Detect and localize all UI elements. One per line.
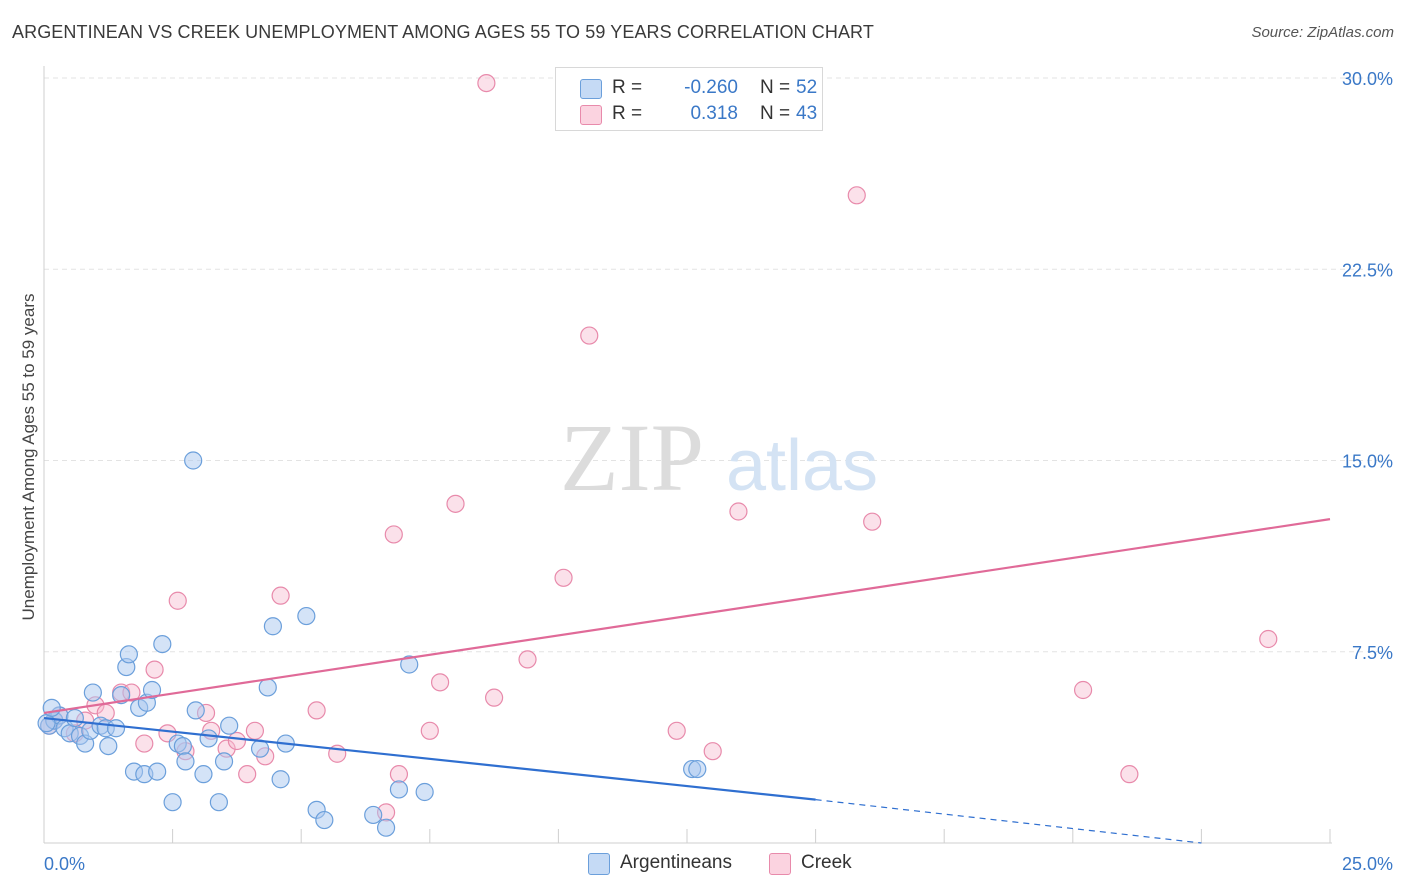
argentineans-point xyxy=(400,655,419,674)
watermark-zip: ZIP xyxy=(560,404,704,511)
watermark: ZIP atlas xyxy=(560,404,878,511)
creek-point xyxy=(238,765,257,784)
x-tick-label: 0.0% xyxy=(44,854,85,874)
creek-point xyxy=(485,688,504,707)
argentineans-point xyxy=(258,678,277,697)
argentineans-point xyxy=(65,708,84,728)
y-tick-labels: 7.5% 15.0% 22.5% 30.0% xyxy=(1342,69,1393,663)
argentineans-point xyxy=(163,793,182,812)
argentineans-point xyxy=(376,818,396,837)
creek-point xyxy=(729,502,748,521)
argentineans-point xyxy=(315,810,334,830)
argentineans-legend-swatch xyxy=(588,853,610,875)
creek-legend-label: Creek xyxy=(801,852,852,873)
creek-point xyxy=(389,765,409,784)
y-tick-label: 30.0% xyxy=(1342,69,1393,89)
creek-legend-swatch xyxy=(769,853,791,875)
creek-point xyxy=(703,742,722,761)
creek-point xyxy=(227,731,246,751)
creek-point xyxy=(271,586,290,605)
creek-point xyxy=(863,512,882,531)
creek-point xyxy=(1073,680,1093,700)
legend-r-label: R = xyxy=(612,103,643,124)
argentineans-point xyxy=(263,617,283,636)
legend-n-label: N = xyxy=(760,103,791,124)
argentineans-point xyxy=(99,736,118,756)
argentineans-point xyxy=(148,762,167,781)
argentineans-point xyxy=(415,782,434,802)
x-tick-labels: 0.0% 25.0% xyxy=(44,854,1393,874)
creek-trend-line xyxy=(43,518,1331,715)
creek-point xyxy=(446,494,465,513)
argentineans-point xyxy=(220,716,239,735)
argentineans-swatch xyxy=(580,79,602,99)
argentineans-legend-label: Argentineans xyxy=(620,852,732,873)
axes xyxy=(43,66,1332,844)
argentineans-point xyxy=(112,685,131,705)
argentineans-point xyxy=(209,793,228,812)
argentineans-point xyxy=(119,645,138,664)
argentineans-point xyxy=(297,606,316,626)
y-tick-label: 15.0% xyxy=(1342,452,1393,472)
x-tick-label: 25.0% xyxy=(1342,854,1393,874)
creek-swatch xyxy=(580,105,602,125)
argentineans-point xyxy=(199,729,218,748)
legend-r-value: 0.318 xyxy=(690,103,738,124)
legend-n-value: 43 xyxy=(796,103,818,124)
argentineans-point xyxy=(250,739,270,758)
creek-point xyxy=(1259,629,1278,649)
grid-lines xyxy=(44,77,1392,653)
argentineans-point xyxy=(83,683,102,702)
argentineans-trend-line xyxy=(43,716,816,801)
argentineans-point xyxy=(173,736,192,756)
creek-point xyxy=(384,525,403,544)
argentineans-point xyxy=(184,451,203,470)
creek-point xyxy=(518,650,537,669)
argentineans-point xyxy=(688,759,707,779)
argentineans-points xyxy=(37,451,707,837)
argentineans-point xyxy=(106,719,126,738)
legend-n-value: 52 xyxy=(796,77,818,98)
argentineans-point xyxy=(364,805,383,825)
creek-point xyxy=(168,591,187,610)
creek-point xyxy=(1120,765,1139,784)
trend-lines xyxy=(43,518,1331,844)
creek-point xyxy=(420,721,439,740)
argentineans-point xyxy=(176,752,195,771)
argentineans-point xyxy=(153,634,172,654)
creek-point xyxy=(477,73,496,93)
argentineans-point xyxy=(214,752,234,771)
y-tick-label: 7.5% xyxy=(1352,643,1393,663)
argentineans-point xyxy=(194,765,213,784)
y-tick-label: 22.5% xyxy=(1342,260,1393,280)
argentineans-point xyxy=(42,698,61,717)
argentineans-point xyxy=(142,680,162,700)
creek-point xyxy=(580,326,599,345)
creek-point xyxy=(847,186,866,205)
creek-point xyxy=(667,721,686,740)
legend-n-label: N = xyxy=(760,77,791,98)
argentineans-point xyxy=(271,770,290,789)
legend-r-value: -0.260 xyxy=(684,77,738,98)
argentineans-point xyxy=(389,780,409,799)
creek-point xyxy=(307,701,326,720)
correlation-legend: R = -0.260 N = 52 R = 0.318 N = 43 xyxy=(555,67,823,131)
argentineans-point xyxy=(37,714,56,733)
creek-point xyxy=(554,568,573,587)
creek-point xyxy=(135,734,154,753)
argentineans-point xyxy=(186,701,205,720)
creek-point xyxy=(430,673,450,692)
argentineans-trend-extension xyxy=(815,799,1202,844)
chart-title: ARGENTINEAN VS CREEK UNEMPLOYMENT AMONG … xyxy=(12,22,874,42)
legend-r-label: R = xyxy=(612,77,643,98)
y-axis-label: Unemployment Among Ages 55 to 59 years xyxy=(19,294,38,621)
watermark-atlas: atlas xyxy=(726,426,878,506)
creek-point xyxy=(145,660,164,679)
creek-point xyxy=(245,721,265,740)
source-credit: Source: ZipAtlas.com xyxy=(1251,24,1394,41)
